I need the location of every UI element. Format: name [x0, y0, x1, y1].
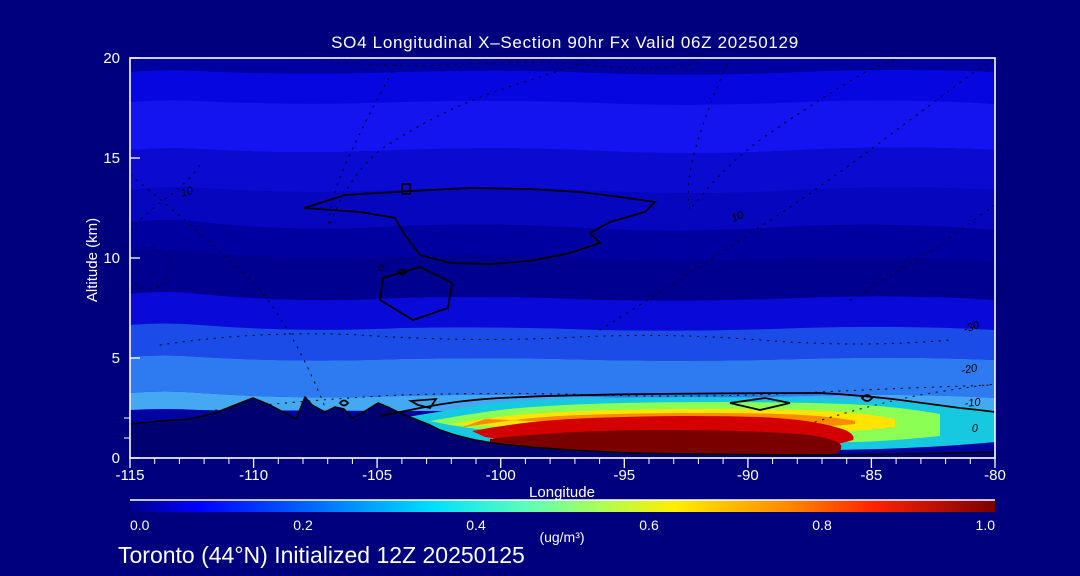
svg-text:1.0: 1.0: [976, 517, 996, 533]
svg-text:-115: -115: [116, 467, 145, 484]
svg-text:-85: -85: [861, 467, 883, 484]
svg-text:-90: -90: [737, 467, 759, 484]
svg-text:-100: -100: [486, 467, 516, 484]
svg-text:-95: -95: [613, 467, 635, 484]
svg-text:20: 20: [103, 50, 120, 67]
svg-text:0: 0: [112, 450, 120, 467]
svg-text:0.6: 0.6: [639, 517, 659, 533]
svg-text:0: 0: [378, 263, 384, 274]
svg-text:15: 15: [103, 150, 120, 167]
svg-text:0.8: 0.8: [812, 517, 832, 533]
svg-text:5: 5: [112, 350, 120, 367]
svg-text:-10: -10: [964, 396, 982, 410]
svg-text:0.0: 0.0: [130, 517, 150, 533]
svg-text:SO4 Longitudinal X–Section 90h: SO4 Longitudinal X–Section 90hr Fx Valid…: [331, 33, 799, 52]
svg-text:0.2: 0.2: [293, 517, 313, 533]
svg-text:0.4: 0.4: [466, 517, 486, 533]
svg-text:-110: -110: [239, 467, 268, 484]
svg-text:Toronto (44°N) Initialized 12Z: Toronto (44°N) Initialized 12Z 20250125: [118, 542, 525, 568]
svg-text:-105: -105: [362, 467, 392, 484]
svg-text:(ug/m³): (ug/m³): [539, 529, 584, 545]
svg-text:Longitude: Longitude: [529, 484, 595, 501]
svg-text:Altitude (km): Altitude (km): [84, 218, 101, 302]
svg-text:10: 10: [103, 250, 120, 267]
svg-text:-80: -80: [984, 467, 1006, 484]
